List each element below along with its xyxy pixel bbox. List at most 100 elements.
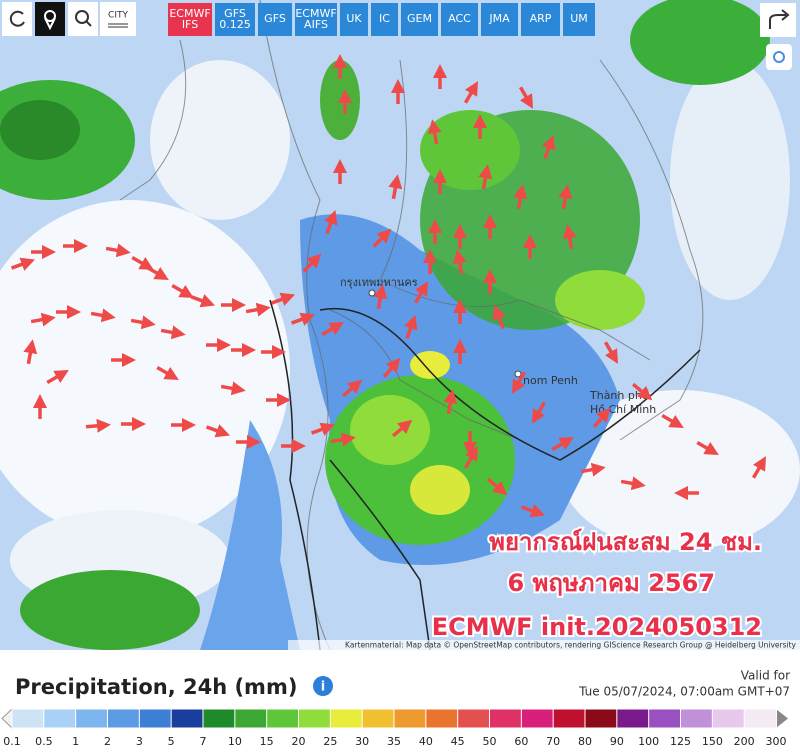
- wind-arrow: [592, 407, 611, 429]
- model-button[interactable]: GFS: [258, 3, 292, 36]
- scale-tick-label: 80: [578, 735, 592, 748]
- wind-arrow: [478, 164, 493, 190]
- wind-arrow: [146, 265, 169, 280]
- model-button[interactable]: ACC: [441, 3, 478, 36]
- wind-arrow: [558, 184, 573, 210]
- scale-swatch: [11, 708, 45, 729]
- button-bg: [481, 3, 518, 36]
- scale-swatch: [743, 708, 778, 729]
- model-label: ACC: [448, 12, 471, 25]
- zoom-button[interactable]: [68, 2, 98, 36]
- model-label: JMA: [488, 12, 510, 25]
- model-button[interactable]: ARP: [521, 3, 560, 36]
- scale-swatch: [107, 708, 141, 729]
- scale-swatch: [75, 708, 109, 729]
- scale-tick-label: 1: [72, 735, 79, 748]
- scale-swatch: [329, 708, 364, 729]
- scale-swatch: [711, 708, 746, 729]
- wind-arrow: [160, 325, 186, 340]
- scan-button[interactable]: [766, 44, 792, 70]
- scale-tick-label: 45: [451, 735, 465, 748]
- wind-arrow: [131, 255, 154, 270]
- button-bg: [441, 3, 478, 36]
- scale-swatch: [202, 708, 236, 729]
- button-bg: [168, 3, 212, 36]
- wind-arrow: [324, 209, 338, 235]
- scale-swatch: [457, 708, 491, 729]
- wind-arrow: [270, 292, 296, 306]
- scale-tick-label: 15: [260, 735, 274, 748]
- info-icon[interactable]: [313, 676, 333, 696]
- scale-swatch: [266, 708, 300, 729]
- model-button[interactable]: UM: [563, 3, 595, 36]
- wind-arrow: [46, 369, 69, 385]
- wind-arrow: [302, 253, 322, 273]
- overlay-text: พยากรณ์ฝนสะสม 24 ชม.: [489, 528, 762, 556]
- model-button[interactable]: IC: [371, 3, 398, 36]
- wind-arrow: [531, 401, 547, 424]
- scale-swatch: [298, 708, 332, 729]
- scale-tick-label: 125: [670, 735, 691, 748]
- wind-arrow: [413, 281, 429, 304]
- wind-arrow: [520, 504, 546, 518]
- refresh-button[interactable]: [2, 2, 32, 36]
- model-label: GFS: [264, 12, 286, 25]
- wind-arrow: [373, 284, 388, 310]
- wind-arrow: [85, 418, 111, 433]
- model-button[interactable]: GFS 0.125: [215, 3, 255, 36]
- model-button[interactable]: ECMWF AIFS: [295, 3, 337, 36]
- scale-swatch: [43, 708, 77, 729]
- wind-arrow: [105, 243, 131, 258]
- wind-arrow: [443, 389, 458, 415]
- model-button[interactable]: GEM: [401, 3, 438, 36]
- svg-text:i: i: [321, 680, 325, 695]
- wind-arrow: [551, 437, 574, 452]
- scale-tick-label: 5: [168, 735, 175, 748]
- scale-tick-label: 200: [734, 735, 755, 748]
- wind-arrow: [341, 379, 363, 398]
- scale-swatch: [680, 708, 714, 729]
- model-button[interactable]: ECMWF IFS: [168, 3, 212, 36]
- wind-arrow: [661, 413, 684, 428]
- button-bg: [295, 3, 337, 36]
- button-bg: [563, 3, 595, 36]
- scale-tick-label: 7: [200, 735, 207, 748]
- wind-arrow: [30, 312, 56, 327]
- wind-arrow: [130, 315, 156, 330]
- wind-arrow: [391, 419, 413, 438]
- scale-swatch: [170, 708, 205, 729]
- map[interactable]: กรุงเทพมหานคร nom Penh Thành phố Hồ Chí …: [0, 0, 800, 651]
- model-label: ECMWF AIFS: [295, 7, 336, 31]
- button-bg: [401, 3, 438, 36]
- wind-arrow: [513, 184, 528, 210]
- city-label: กรุงเทพมหานคร: [340, 276, 418, 289]
- wind-arrow: [463, 81, 479, 104]
- share-button[interactable]: [760, 3, 796, 37]
- city-button[interactable]: [100, 2, 136, 36]
- model-label: UM: [570, 12, 588, 25]
- scale-tick-label: 20: [292, 735, 306, 748]
- wind-arrow: [310, 422, 336, 436]
- model-button[interactable]: JMA: [481, 3, 518, 36]
- scale-swatch: [361, 708, 395, 729]
- model-button[interactable]: UK: [340, 3, 368, 36]
- scale-swatch: [520, 708, 555, 729]
- wind-arrow: [290, 312, 316, 326]
- wind-arrow: [751, 456, 767, 479]
- city-label: Thành phố: [589, 389, 649, 402]
- model-label: GEM: [407, 12, 432, 25]
- toolbar: CITY ECMWF IFS GFS 0.125 GFS ECMWF AIFS UK IC GEM…: [2, 2, 796, 70]
- model-label: ARP: [530, 12, 552, 25]
- wind-arrow: [171, 283, 194, 298]
- button-bg: [215, 3, 255, 36]
- overlay-text: ECMWF init.2024050312: [432, 613, 762, 641]
- attribution: Kartenmaterial: Map data © OpenStreetMap…: [345, 641, 797, 650]
- wind-arrow: [190, 294, 216, 308]
- wind-arrow: [404, 314, 418, 340]
- wind-arrow: [156, 365, 179, 380]
- scale-tick-label: 60: [514, 735, 528, 748]
- location-button[interactable]: [35, 2, 65, 36]
- scale-tick-label: 150: [702, 735, 723, 748]
- wind-arrow: [518, 86, 534, 109]
